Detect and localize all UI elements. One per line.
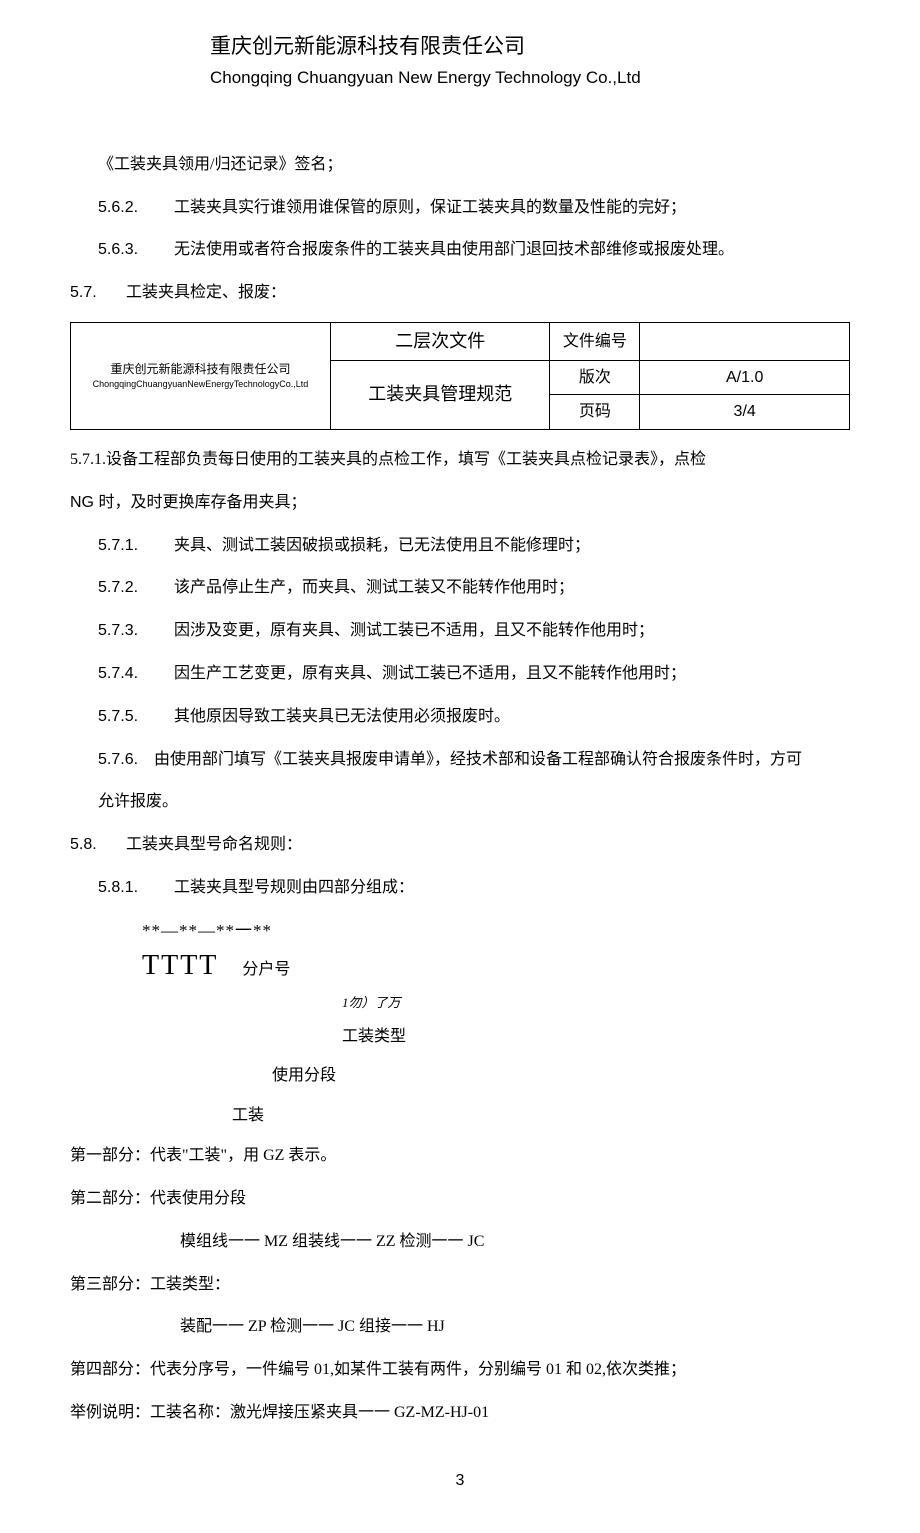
- diagram-row: TTTT 分户号: [142, 944, 850, 989]
- section-number: 5.8.: [70, 831, 122, 860]
- diagram-step: 工装: [232, 1103, 850, 1129]
- paragraph: 5.6.3. 无法使用或者符合报废条件的工装夹具由使用部门退回技术部维修或报废处…: [98, 236, 850, 265]
- paragraph: 装配一一 ZP 检测一一 JC 组接一一 HJ: [180, 1313, 850, 1342]
- paragraph-text: 工装夹具型号规则由四部分组成：: [174, 879, 414, 896]
- document-header: 重庆创元新能源科技有限责任公司 Chongqing Chuangyuan New…: [210, 30, 850, 91]
- paragraph: 5.7.6. 由使用部门填写《工装夹具报废申请单》，经技术部和设备工程部确认符合…: [98, 746, 850, 775]
- paragraph: 第三部分：工装类型：: [70, 1271, 850, 1300]
- section-number: 5.7.1.: [98, 532, 170, 561]
- paragraph: 第四部分：代表分序号，一件编号 01,如某件工装有两件，分别编号 01 和 02…: [70, 1356, 850, 1385]
- table-row: 重庆创元新能源科技有限责任公司 ChongqingChuangyuanNewEn…: [71, 322, 850, 360]
- document-info-table: 重庆创元新能源科技有限责任公司 ChongqingChuangyuanNewEn…: [70, 322, 850, 430]
- paragraph-text: 该产品停止生产，而夹具、测试工装又不能转作他用时；: [174, 579, 574, 596]
- diagram-sublabel: 1勿）了万: [342, 993, 850, 1014]
- diagram-label: 分户号: [242, 961, 290, 978]
- paragraph: 举例说明：工装名称：激光焊接压紧夹具一一 GZ-MZ-HJ-01: [70, 1399, 850, 1428]
- paragraph: 模组线一一 MZ 组装线一一 ZZ 检测一一 JC: [180, 1228, 850, 1257]
- company-name-en: Chongqing Chuangyuan New Energy Technolo…: [210, 64, 850, 91]
- paragraph-text: 工装夹具型号命名规则：: [126, 836, 302, 853]
- diagram-step: 使用分段: [272, 1063, 850, 1089]
- document-body: 《工装夹具领用/归还记录》签名； 5.6.2. 工装夹具实行谁领用谁保管的原则，…: [70, 151, 850, 1428]
- table-cell: 页码: [550, 395, 640, 430]
- paragraph: 5.6.2. 工装夹具实行谁领用谁保管的原则，保证工装夹具的数量及性能的完好；: [98, 194, 850, 223]
- paragraph-text: 由使用部门填写《工装夹具报废申请单》，经技术部和设备工程部确认符合报废条件时，方…: [154, 751, 802, 768]
- paragraph-text: 无法使用或者符合报废条件的工装夹具由使用部门退回技术部维修或报废处理。: [174, 241, 734, 258]
- paragraph-text: 其他原因导致工装夹具已无法使用必须报废时。: [174, 708, 510, 725]
- table-cell: 版次: [550, 360, 640, 395]
- table-cell: 工装夹具管理规范: [330, 360, 550, 429]
- paragraph: 5.7.4. 因生产工艺变更，原有夹具、测试工装已不适用，且又不能转作他用时；: [98, 660, 850, 689]
- paragraph: 允许报废。: [98, 788, 850, 817]
- paragraph-text: 因涉及变更，原有夹具、测试工装已不适用，且又不能转作他用时；: [174, 622, 654, 639]
- naming-diagram: **—**—**一** TTTT 分户号 1勿）了万 工装类型 使用分段 工装: [142, 917, 850, 1129]
- section-number: 5.7.6.: [98, 746, 150, 775]
- section-number: 5.7.: [70, 279, 122, 308]
- table-company-cn: 重庆创元新能源科技有限责任公司: [79, 361, 322, 378]
- section-number: 5.6.2.: [98, 194, 170, 223]
- paragraph: NG 时，及时更换库存备用夹具；: [70, 489, 850, 518]
- paragraph: 5.7.5. 其他原因导致工装夹具已无法使用必须报废时。: [98, 703, 850, 732]
- paragraph-text: 因生产工艺变更，原有夹具、测试工装已不适用，且又不能转作他用时；: [174, 665, 686, 682]
- section-number: 5.8.1.: [98, 874, 170, 903]
- company-name-cn: 重庆创元新能源科技有限责任公司: [210, 30, 850, 64]
- paragraph: 5.7. 工装夹具检定、报废：: [70, 279, 850, 308]
- paragraph: 5.7.1. 夹具、测试工装因破损或损耗，已无法使用且不能修理时；: [98, 532, 850, 561]
- paragraph: 5.8. 工装夹具型号命名规则：: [70, 831, 850, 860]
- diagram-tttt: TTTT: [142, 950, 218, 981]
- section-number: 5.7.2.: [98, 574, 170, 603]
- paragraph: 5.7.3. 因涉及变更，原有夹具、测试工装已不适用，且又不能转作他用时；: [98, 617, 850, 646]
- paragraph: 5.8.1. 工装夹具型号规则由四部分组成：: [98, 874, 850, 903]
- section-number: 5.7.5.: [98, 703, 170, 732]
- table-cell: [640, 322, 850, 360]
- company-cell: 重庆创元新能源科技有限责任公司 ChongqingChuangyuanNewEn…: [71, 322, 331, 429]
- page-number: 3: [70, 1468, 850, 1494]
- paragraph-text: NG 时，及时更换库存备用夹具；: [70, 494, 306, 511]
- table-cell: A/1.0: [640, 360, 850, 395]
- paragraph: 5.7.1.设备工程部负责每日使用的工装夹具的点检工作，填写《工装夹具点检记录表…: [70, 446, 850, 475]
- diagram-step: 工装类型: [342, 1024, 850, 1050]
- table-company-en: ChongqingChuangyuanNewEnergyTechnologyCo…: [79, 378, 322, 391]
- section-number: 5.7.4.: [98, 660, 170, 689]
- table-cell: 文件编号: [550, 322, 640, 360]
- section-number: 5.7.3.: [98, 617, 170, 646]
- paragraph: 《工装夹具领用/归还记录》签名；: [98, 151, 850, 180]
- section-number: 5.6.3.: [98, 236, 170, 265]
- paragraph-text: 工装夹具检定、报废：: [126, 284, 286, 301]
- paragraph: 5.7.2. 该产品停止生产，而夹具、测试工装又不能转作他用时；: [98, 574, 850, 603]
- paragraph-text: 夹具、测试工装因破损或损耗，已无法使用且不能修理时；: [174, 537, 590, 554]
- table-cell: 二层次文件: [330, 322, 550, 360]
- paragraph: 第一部分：代表"工装"，用 GZ 表示。: [70, 1142, 850, 1171]
- diagram-pattern: **—**—**一**: [142, 917, 850, 944]
- paragraph-text: 工装夹具实行谁领用谁保管的原则，保证工装夹具的数量及性能的完好；: [174, 199, 686, 216]
- table-cell: 3/4: [640, 395, 850, 430]
- paragraph: 第二部分：代表使用分段: [70, 1185, 850, 1214]
